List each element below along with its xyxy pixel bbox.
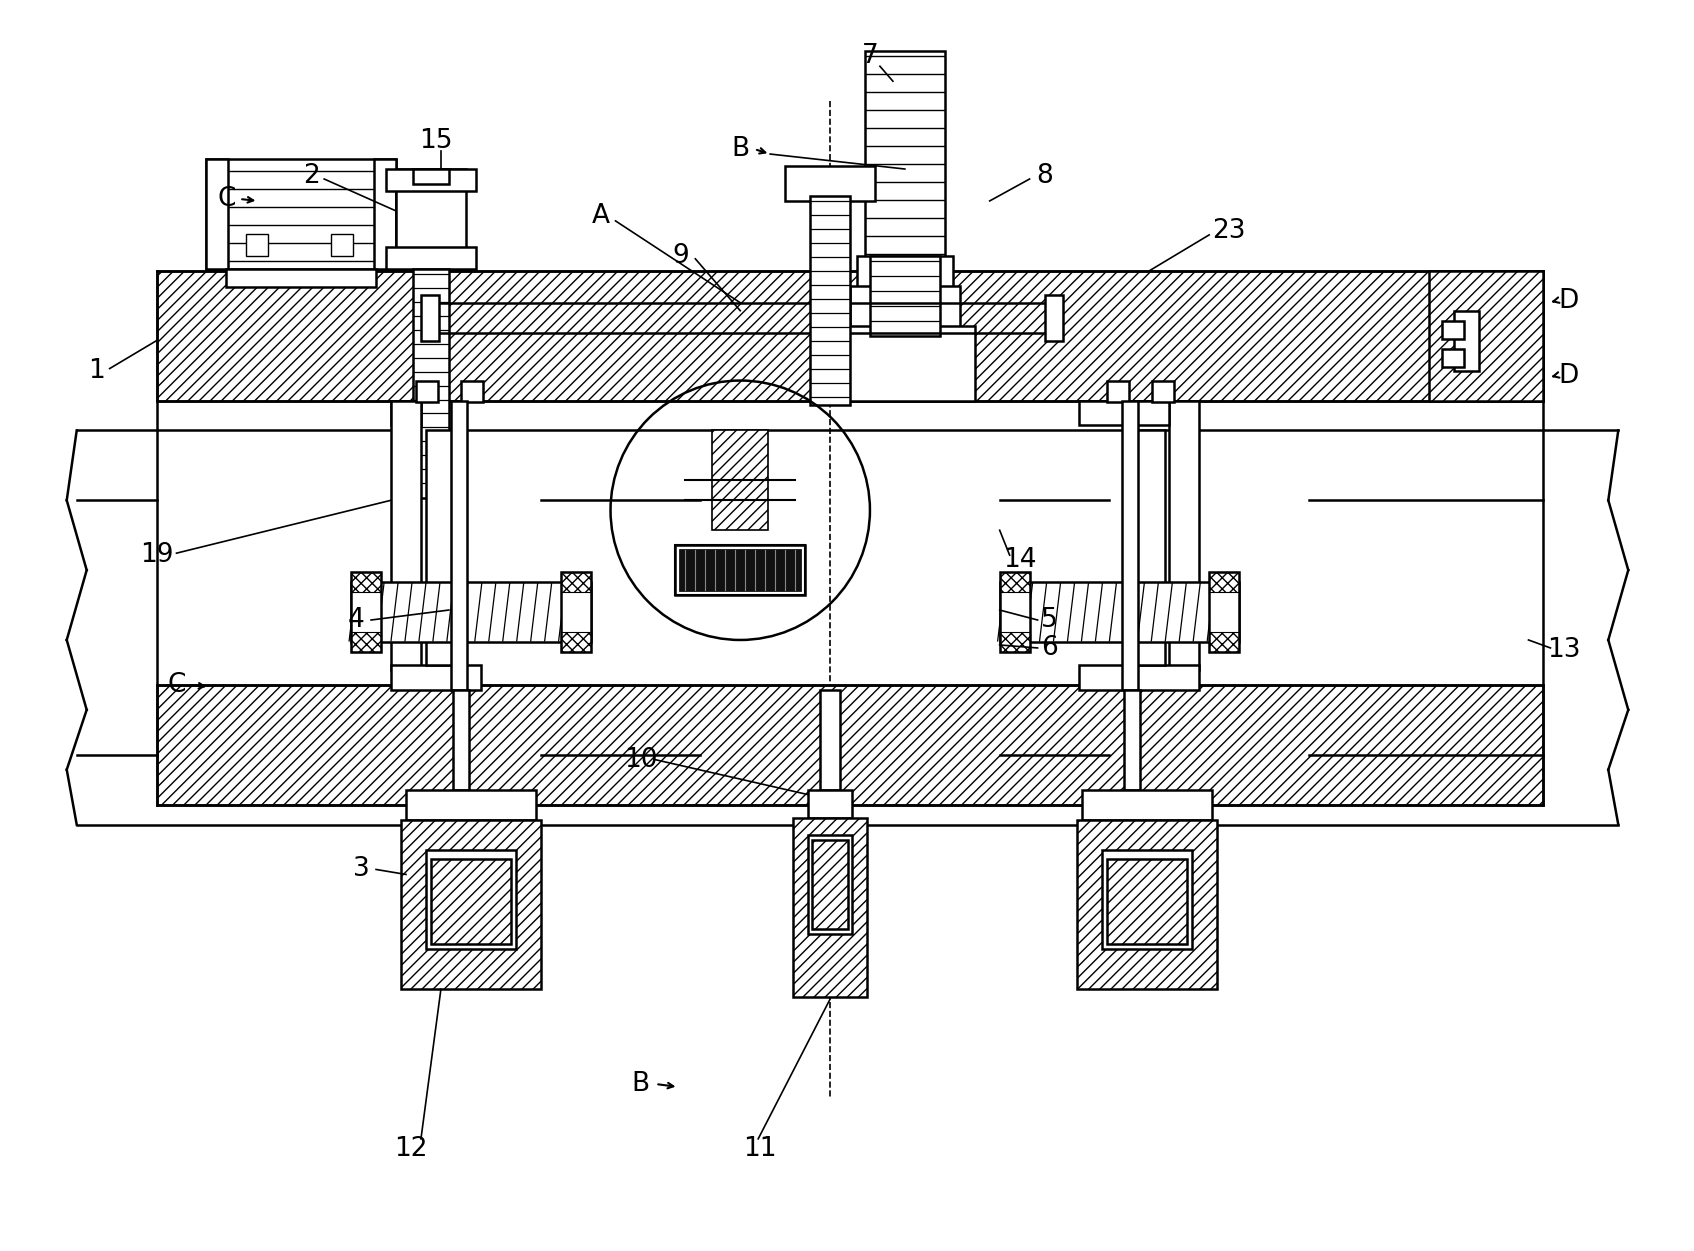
Bar [1045,295,1062,340]
Bar [420,295,439,340]
Text: 8: 8 [1037,163,1054,189]
Bar [351,572,381,652]
Bar [810,196,850,405]
Bar [246,234,268,255]
Bar [561,572,591,592]
Bar [999,572,1030,652]
Bar [1152,380,1174,403]
Bar [1453,310,1479,370]
Bar [871,255,940,335]
Bar [1169,400,1199,669]
Text: C: C [217,186,235,211]
Bar [999,632,1030,652]
Bar [1442,320,1464,339]
Bar [207,159,229,269]
Text: 23: 23 [1213,218,1245,244]
Bar [676,545,805,595]
Bar [561,632,591,652]
Bar [374,159,396,269]
Text: 12: 12 [395,1136,427,1162]
Bar [1123,400,1138,689]
Text: D: D [1558,288,1579,314]
Bar [417,380,439,403]
Bar [396,169,466,269]
Text: C: C [168,672,186,698]
Bar [451,400,468,689]
Bar [227,269,376,286]
Bar [850,285,960,330]
Bar [1108,380,1130,403]
Bar [711,430,767,530]
Text: 15: 15 [418,128,452,154]
Bar [413,269,449,498]
Bar [679,549,801,590]
Text: 19: 19 [141,542,173,568]
Bar [1428,270,1543,400]
Text: 10: 10 [623,747,657,773]
Text: B: B [732,136,749,163]
Bar [401,819,540,990]
Bar [330,234,352,255]
Bar [1442,349,1464,367]
Text: D: D [1558,363,1579,389]
Text: 5: 5 [1042,607,1059,633]
Bar [808,834,852,934]
Bar [561,572,591,652]
Bar [1210,572,1238,592]
Bar [1077,819,1218,990]
Bar [1108,859,1187,945]
Text: 9: 9 [673,243,689,269]
Bar [351,632,381,652]
Bar [1210,632,1238,652]
Text: 13: 13 [1547,637,1581,663]
Bar [386,169,476,191]
Bar [1103,849,1193,950]
Bar [452,689,469,789]
Bar [811,839,849,929]
Bar [820,689,840,789]
Bar [391,400,420,425]
Bar [156,270,1543,400]
Bar [676,545,805,595]
Bar [866,51,945,260]
Bar [156,684,1543,804]
Text: 1: 1 [88,358,105,384]
Text: B: B [632,1071,649,1097]
Bar [999,582,1238,642]
Bar [391,400,420,669]
Bar [396,184,435,249]
Bar [793,818,867,997]
Bar [351,572,381,592]
Bar [1125,689,1140,789]
Text: 14: 14 [1003,547,1037,573]
Bar [1079,666,1199,689]
Bar [1137,430,1165,666]
Text: 7: 7 [862,44,877,69]
Bar [1210,572,1238,652]
Bar [857,255,952,290]
Bar [999,572,1030,592]
Bar [407,789,535,819]
Bar [413,169,449,184]
Bar [425,849,515,950]
Bar [808,789,852,818]
Bar [391,666,481,689]
Text: A: A [591,203,610,229]
Text: 2: 2 [303,163,320,189]
Bar [835,325,974,400]
Bar [1082,789,1213,819]
Text: 11: 11 [744,1136,778,1162]
Bar [430,859,512,945]
Bar [784,166,874,201]
Bar [207,159,396,269]
Bar [461,380,483,403]
Text: 3: 3 [352,857,369,882]
Text: 4: 4 [347,607,364,633]
Text: 6: 6 [1042,636,1059,661]
Bar [351,582,591,642]
Bar [425,430,454,666]
Bar [1079,400,1169,425]
Bar [386,246,476,269]
